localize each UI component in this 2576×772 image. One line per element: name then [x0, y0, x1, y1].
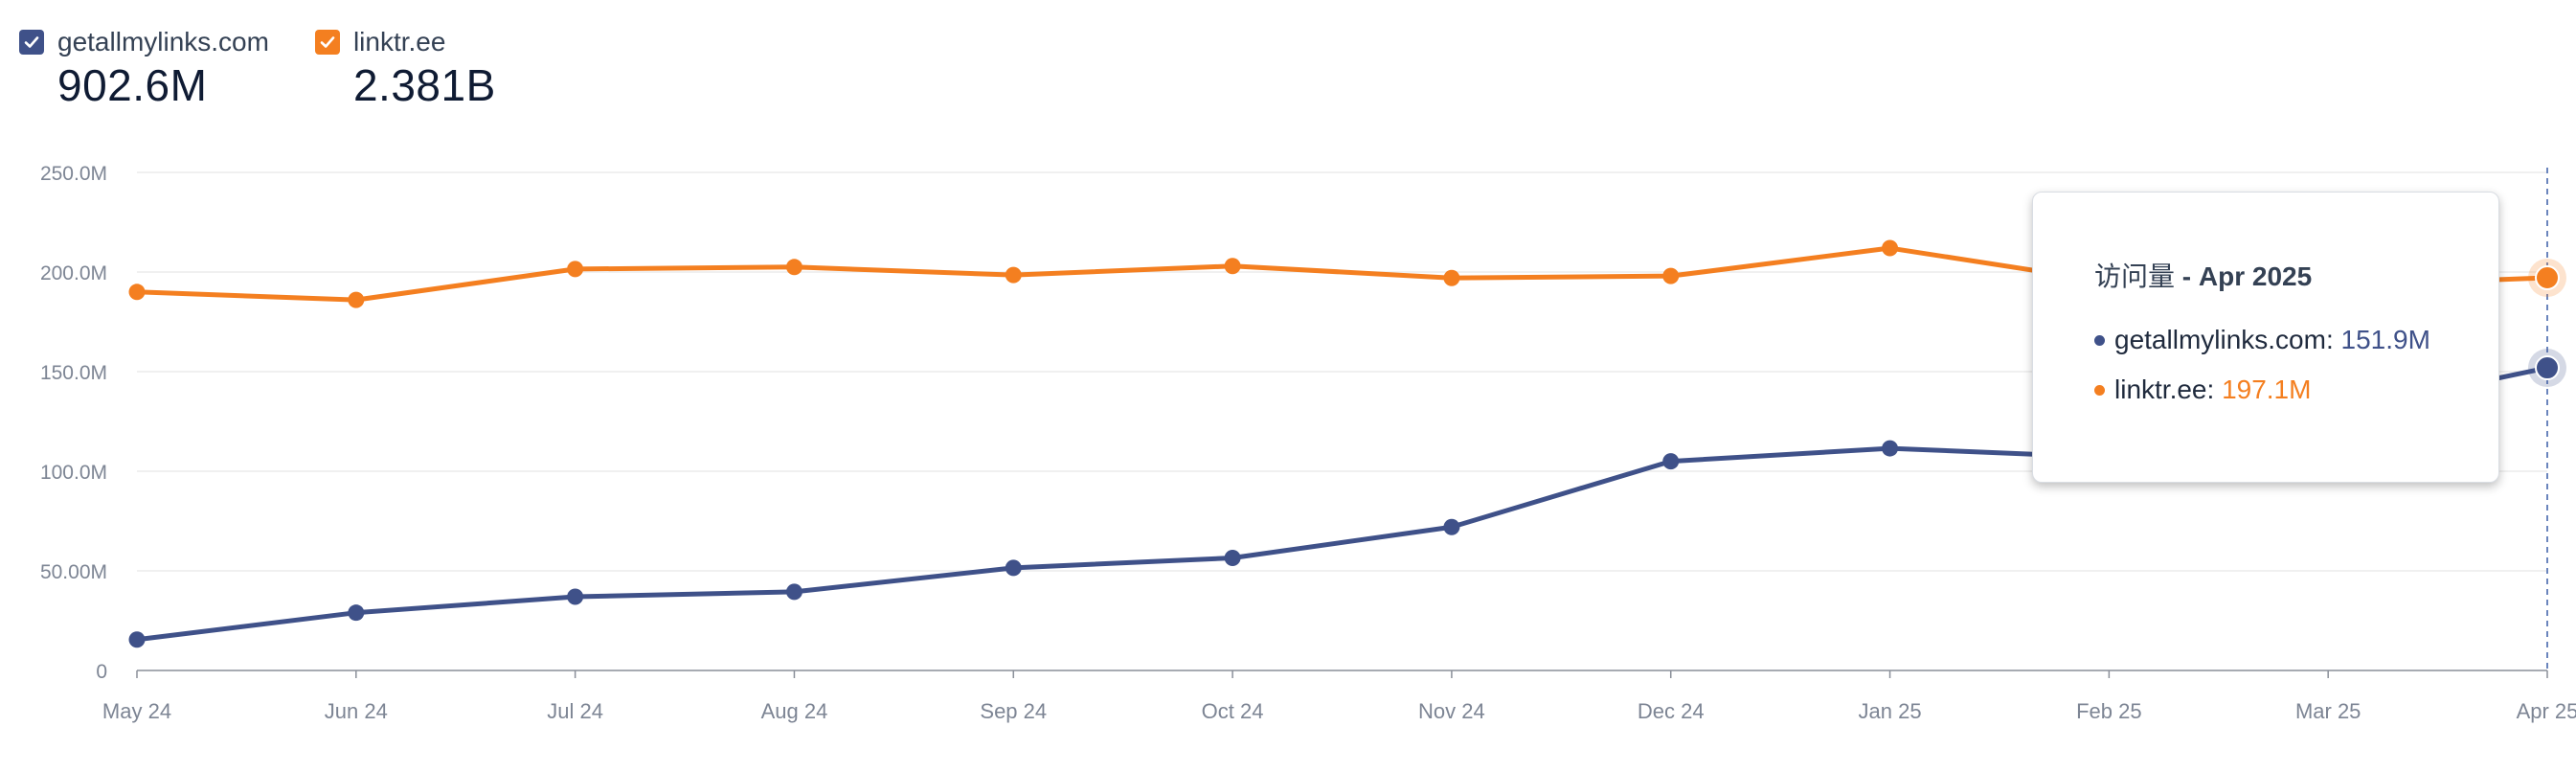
data-point: [1224, 258, 1241, 275]
data-point: [1224, 549, 1241, 566]
data-point: [785, 259, 802, 276]
tooltip-series-value: 197.1M: [2222, 375, 2312, 404]
legend-series-total: 902.6M: [57, 60, 208, 110]
data-point: [785, 583, 802, 601]
data-point: [348, 291, 365, 308]
legend-item-linktree[interactable]: linktr.ee 2.381B: [314, 27, 496, 111]
legend-item-getallmylinks[interactable]: getallmylinks.com 902.6M: [19, 27, 269, 111]
x-tick-label: Aug 24: [761, 699, 828, 723]
series-dot-icon: [2094, 334, 2105, 346]
x-tick-label: Nov 24: [1418, 699, 1485, 723]
y-tick-label: 250.0M: [40, 163, 107, 185]
x-tick-label: Jun 24: [325, 699, 388, 723]
data-point: [1882, 239, 1899, 257]
highlight-point: [2535, 265, 2560, 291]
series-dot-icon: [2094, 384, 2105, 396]
tooltip-metric: 访问量: [2094, 261, 2176, 291]
data-point: [1005, 266, 1022, 284]
data-point: [1662, 267, 1680, 284]
data-point: [1882, 440, 1899, 457]
data-point: [1005, 559, 1022, 577]
tooltip-row-getallmylinks: getallmylinks.com: 151.9M: [2094, 325, 2498, 355]
checkbox-checked-icon[interactable]: [314, 30, 340, 55]
x-tick-label: Dec 24: [1638, 699, 1705, 723]
tooltip-row-linktree: linktr.ee: 197.1M: [2094, 375, 2498, 405]
data-point: [128, 631, 146, 648]
data-point: [1662, 453, 1680, 470]
chart-tooltip: 访问量 - Apr 2025 getallmylinks.com: 151.9M…: [2032, 192, 2499, 483]
data-point: [567, 588, 584, 605]
legend-series-name: linktr.ee: [352, 27, 446, 57]
tooltip-title: 访问量 - Apr 2025: [2094, 256, 2498, 294]
y-tick-label: 50.00M: [40, 561, 107, 583]
y-tick-label: 100.0M: [40, 462, 107, 484]
x-tick-label: Oct 24: [1202, 699, 1264, 723]
x-tick-label: May 24: [102, 699, 171, 723]
y-tick-label: 200.0M: [40, 262, 107, 284]
x-tick-label: Feb 25: [2076, 699, 2142, 723]
y-tick-label: 150.0M: [40, 362, 107, 384]
tooltip-series-value: 151.9M: [2340, 325, 2430, 354]
tooltip-series-name: linktr.ee: [2114, 375, 2207, 404]
legend-series-total: 2.381B: [352, 60, 496, 110]
tooltip-separator: -: [2175, 261, 2199, 291]
checkbox-checked-icon[interactable]: [19, 30, 44, 55]
chart-legend: getallmylinks.com 902.6M linktr.ee 2.381…: [19, 27, 496, 111]
tooltip-period: Apr 2025: [2198, 261, 2313, 291]
x-tick-label: Mar 25: [2295, 699, 2361, 723]
x-tick-label: Sep 24: [980, 699, 1047, 723]
x-tick-label: Apr 25: [2517, 699, 2576, 723]
x-tick-label: Jul 24: [547, 699, 603, 723]
data-point: [1443, 518, 1460, 535]
highlight-point: [2535, 355, 2560, 381]
legend-series-name: getallmylinks.com: [57, 27, 269, 57]
y-tick-label: 0: [96, 661, 107, 683]
data-point: [1443, 269, 1460, 286]
data-point: [348, 604, 365, 622]
x-tick-label: Jan 25: [1859, 699, 1922, 723]
data-point: [128, 284, 146, 301]
data-point: [567, 261, 584, 278]
tooltip-series-name: getallmylinks.com: [2114, 325, 2326, 354]
